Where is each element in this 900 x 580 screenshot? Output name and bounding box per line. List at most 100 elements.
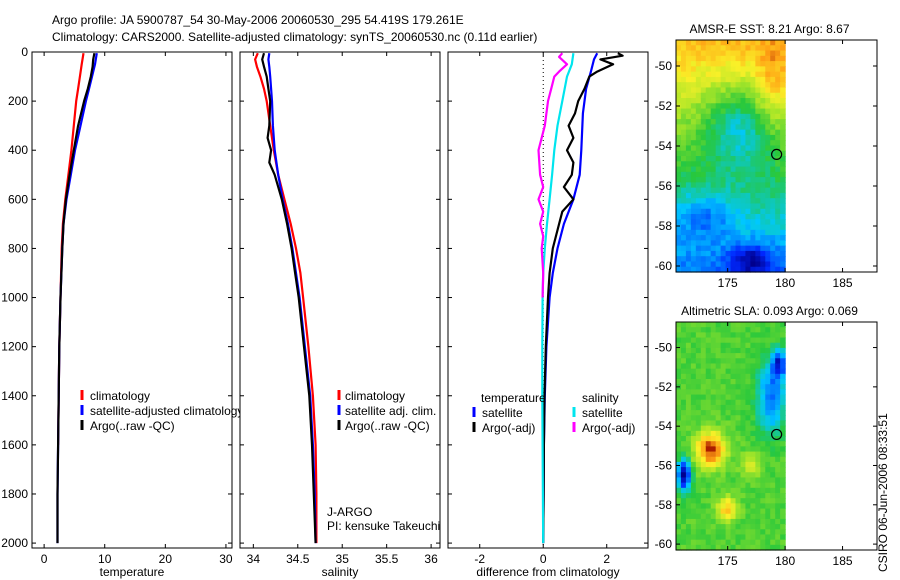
sst_map-cell (720, 266, 727, 273)
sla_map-cell (700, 389, 707, 396)
sst_map-cell (725, 166, 732, 173)
sla_map-cell (755, 389, 761, 396)
sla_map-cell (745, 477, 751, 484)
sla_map-cell (676, 425, 682, 432)
sla_map-cell (775, 503, 781, 510)
sst_map-cell (735, 124, 742, 131)
sla_map-cell (735, 394, 742, 401)
sst_map-cell (695, 71, 702, 78)
sla_map-cell (780, 513, 786, 520)
sst_map-cell (690, 76, 697, 83)
sst_map-ytick-label: -60 (655, 259, 673, 273)
sla_map-cell (775, 498, 781, 504)
sst_map-cell (710, 203, 717, 210)
sst_map-cell (755, 119, 761, 125)
sst_map-cell (700, 261, 707, 268)
sst_map-cell (715, 250, 722, 257)
sst_map-cell (685, 177, 692, 183)
sst_map-cell (755, 166, 761, 173)
sla_map-cell (730, 353, 737, 359)
sla_map-cell (735, 373, 742, 380)
sla_map-cell (760, 394, 766, 401)
sst_map-cell (725, 45, 732, 52)
sst_map-cell (700, 103, 707, 110)
sst_map-cell (750, 45, 756, 52)
sst_map-cell (725, 98, 732, 104)
sla_map-cell (725, 461, 732, 468)
sst_map-cell (715, 92, 722, 99)
sst_map-cell (695, 76, 702, 83)
sla_map-cell (765, 425, 771, 432)
sst_map-cell (710, 129, 717, 136)
sla_map-cell (705, 544, 712, 551)
sla_map-cell (680, 436, 687, 442)
sla_map-cell (765, 322, 771, 328)
sla_map-cell (740, 451, 747, 458)
sla_map-cell (705, 389, 712, 396)
temperature-xtick-label: 0 (41, 552, 48, 566)
sst_map-cell (700, 108, 707, 115)
sst_map-cell (730, 229, 737, 236)
sla_map-cell (725, 467, 732, 473)
sst_map-cell (705, 235, 712, 241)
sst_map-cell (750, 219, 756, 226)
sla_map-cell (775, 472, 781, 479)
sla_map-cell (735, 498, 742, 504)
sla_map-cell (755, 379, 761, 385)
sst_map-cell (780, 66, 786, 73)
sst_map-cell (735, 208, 742, 215)
sla_map-cell (780, 410, 786, 416)
sla_map-cell (725, 384, 732, 390)
sla_map-cell (765, 524, 771, 530)
sst_map-cell (765, 240, 771, 247)
sst_map-cell (775, 113, 781, 120)
sla_map-cell (695, 399, 702, 406)
sla_map-cell (750, 363, 756, 370)
sla_map-cell (755, 436, 761, 442)
sst_map-cell (695, 187, 702, 194)
sst_map-cell (755, 145, 761, 152)
sst_map-cell (745, 203, 751, 210)
sla_map-cell (740, 539, 747, 546)
sst_map-cell (676, 108, 682, 115)
sst_map-cell (715, 140, 722, 147)
sla_map-cell (740, 498, 747, 504)
sla_map-cell (735, 332, 742, 339)
sla_map-cell (715, 544, 722, 551)
sla_map-cell (780, 508, 786, 515)
sla_map-cell (690, 436, 697, 442)
sst_map-cell (765, 171, 771, 178)
sst_map-cell (700, 50, 707, 57)
sst_map-cell (710, 256, 717, 263)
sst_map-cell (770, 182, 776, 189)
sla_map-cell (700, 508, 707, 515)
sst_map-cell (680, 145, 687, 152)
sst_map-cell (765, 208, 771, 215)
sst_map-cell (730, 198, 737, 205)
sla_map-cell (685, 498, 692, 504)
sst_map-cell (715, 50, 722, 57)
sla_map-cell (720, 446, 727, 453)
sla_map-cell (750, 498, 756, 504)
sla_map-cell (715, 441, 722, 447)
sst_map-cell (710, 171, 717, 178)
sla_map-cell (755, 451, 761, 458)
sst_map-cell (676, 55, 682, 62)
sst_map-cell (710, 166, 717, 173)
sst_map-cell (780, 134, 786, 141)
sla_map-cell (760, 389, 766, 396)
sla_map-cell (765, 358, 771, 365)
sla_map-cell (755, 384, 761, 390)
sla_map-cell (775, 327, 781, 333)
sst_map-cell (755, 266, 761, 273)
sst_map-cell (775, 145, 781, 152)
sla_map-cell (720, 363, 727, 370)
sla_map-cell (705, 524, 712, 530)
sla_map-cell (725, 415, 732, 422)
sla_map-cell (676, 467, 682, 473)
sst_map-cell (720, 187, 727, 194)
sla_map-cell (780, 342, 786, 349)
sst_map-cell (730, 235, 737, 241)
sst_map-cell (710, 145, 717, 152)
sst_map-cell (705, 103, 712, 110)
